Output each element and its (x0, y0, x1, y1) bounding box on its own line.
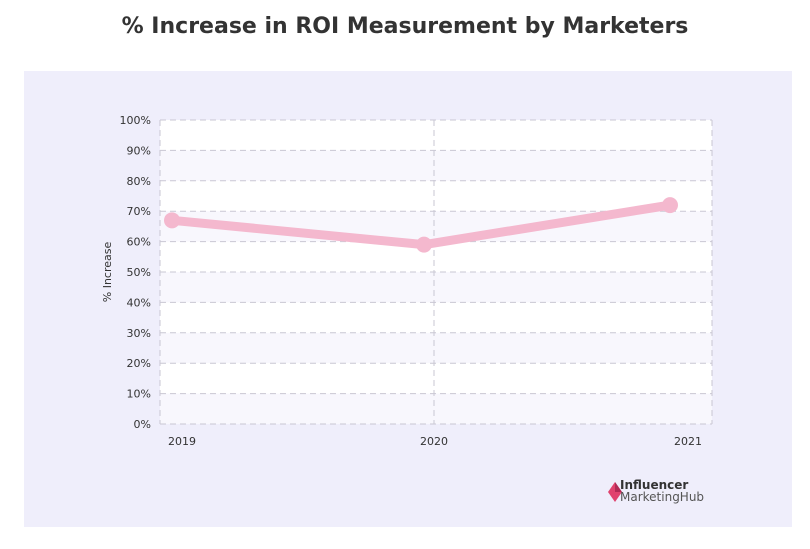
y-tick-label: 30% (127, 327, 151, 340)
data-point-2021 (662, 197, 678, 214)
y-tick-label: 40% (127, 296, 151, 309)
grid-band (160, 180, 712, 212)
y-tick-label: 100% (120, 114, 151, 127)
logo-text-line2: MarketingHub (620, 490, 705, 504)
y-tick-label: 80% (127, 175, 151, 188)
logo-icon (608, 482, 622, 502)
y-tick-label: 60% (127, 236, 151, 249)
data-point-2020 (416, 236, 432, 253)
grid-band (160, 363, 712, 394)
y-tick-label: 10% (127, 388, 151, 401)
y-tick-label: 50% (127, 266, 151, 279)
y-tick-label: 20% (127, 357, 151, 370)
x-tick-label: 2019 (168, 435, 196, 448)
x-tick-label: 2020 (420, 435, 448, 448)
y-tick-label: 90% (127, 144, 151, 157)
data-point-2019 (164, 212, 180, 229)
y-axis-label: % Increase (101, 242, 114, 303)
logo-text-line1: Influencer (620, 478, 689, 492)
grid-band (160, 120, 712, 151)
x-tick-label: 2021 (674, 435, 702, 448)
chart-title: % Increase in ROI Measurement by Markete… (121, 14, 689, 39)
grid-band (160, 302, 712, 333)
y-tick-label: 0% (134, 418, 151, 431)
y-tick-label: 70% (127, 205, 151, 218)
